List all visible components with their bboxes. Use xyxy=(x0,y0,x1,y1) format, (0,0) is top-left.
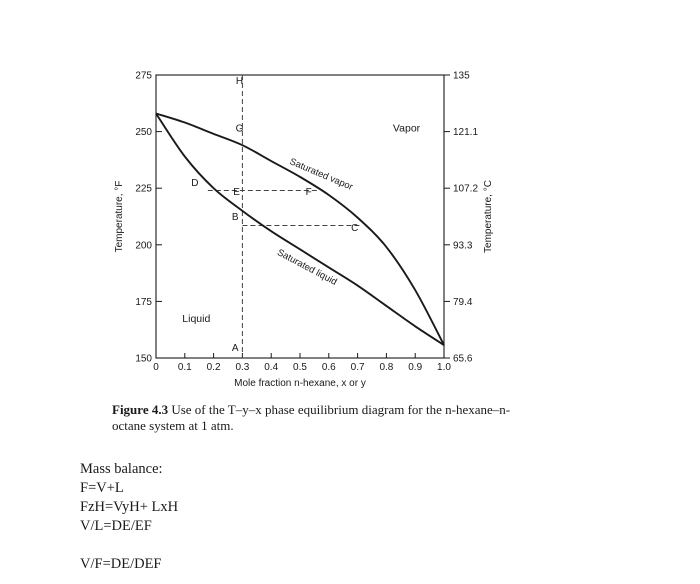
y-right-tick-label: 107.2 xyxy=(453,184,478,195)
point-label-e: E xyxy=(233,187,240,198)
y-axis-title-left: Temperature, °F xyxy=(114,181,125,253)
axis-ticks: 0 0.1 0.2 0.3 0.4 0.5 0.6 0.7 0.8 0.9 1.0 150 175 200… xyxy=(135,71,478,374)
figure-caption: Figure 4.3 Use of the T–y–x phase equili… xyxy=(112,402,522,434)
x-tick-label: 0.3 xyxy=(235,362,249,373)
mass-balance-notes: Mass balance: F=V+L FzH=VyH+ LxH V/L=DE/… xyxy=(80,460,178,574)
y-left-tick-label: 275 xyxy=(135,71,152,82)
notes-line: V/F=DE/DEF xyxy=(80,556,162,572)
y-axis-title-right: Temperature, °C xyxy=(483,180,494,253)
y-right-tick-label: 93.3 xyxy=(453,240,473,251)
y-left-tick-label: 200 xyxy=(135,240,152,251)
x-tick-label: 0.6 xyxy=(322,362,336,373)
x-tick-label: 0 xyxy=(153,362,159,373)
notes-line xyxy=(80,536,178,555)
figure-number: Figure 4.3 xyxy=(112,402,169,417)
y-left-tick-label: 175 xyxy=(135,297,152,308)
x-tick-label: 0.5 xyxy=(293,362,307,373)
point-label-b: B xyxy=(232,212,239,223)
x-tick-label: 0.4 xyxy=(264,362,278,373)
region-label-liquid: Liquid xyxy=(182,313,210,325)
notes-line: V/L=DE/EF xyxy=(80,518,152,534)
x-tick-label: 0.9 xyxy=(408,362,422,373)
figure-caption-text: Use of the T–y–x phase equilibrium diagr… xyxy=(112,402,511,433)
notes-line: F=V+L xyxy=(80,480,124,496)
y-left-tick-label: 150 xyxy=(135,354,152,365)
x-tick-label: 0.7 xyxy=(351,362,365,373)
y-right-tick-label: 135 xyxy=(453,71,470,82)
point-label-c: C xyxy=(351,223,358,234)
phase-diagram-chart: 0 0.1 0.2 0.3 0.4 0.5 0.6 0.7 0.8 0.9 1.0 150 175 200… xyxy=(114,71,494,390)
point-label-h: H xyxy=(236,76,243,87)
point-label-g: G xyxy=(236,124,244,135)
y-right-tick-label: 121.1 xyxy=(453,127,478,138)
construction-lines xyxy=(207,75,361,358)
x-tick-label: 1.0 xyxy=(437,362,451,373)
y-left-tick-label: 250 xyxy=(135,127,152,138)
x-tick-label: 0.1 xyxy=(178,362,192,373)
x-tick-label: 0.8 xyxy=(379,362,393,373)
region-label-vapor: Vapor xyxy=(393,123,421,135)
y-right-tick-label: 79.4 xyxy=(453,297,473,308)
y-left-tick-label: 225 xyxy=(135,184,152,195)
notes-line: FzH=VyH+ LxH xyxy=(80,499,179,515)
point-label-d: D xyxy=(191,178,198,189)
saturated-liquid-curve xyxy=(155,112,445,346)
y-right-tick-label: 65.6 xyxy=(453,354,473,365)
x-axis-title: Mole fraction n-hexane, x or y xyxy=(234,378,366,389)
series-curves xyxy=(155,112,445,346)
saturated-vapor-curve xyxy=(155,112,445,346)
x-tick-label: 0.2 xyxy=(207,362,221,373)
point-label-a: A xyxy=(232,343,239,354)
notes-heading: Mass balance: xyxy=(80,461,163,477)
point-label-f: F xyxy=(306,187,312,198)
